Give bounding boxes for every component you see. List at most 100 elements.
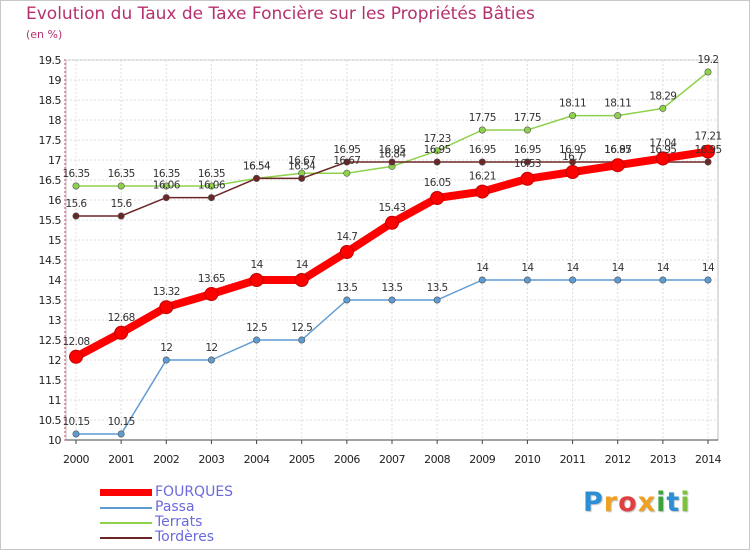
data-label-fourques: 15.43: [378, 202, 405, 214]
y-tick-label: 15.5: [39, 214, 62, 227]
data-label-fourques: 16.87: [604, 144, 631, 156]
data-label-torderes: 16.95: [514, 144, 541, 156]
chart-subtitle: (en %): [26, 28, 63, 41]
logo-letter: i: [680, 487, 691, 518]
data-label-torderes: 16.95: [649, 144, 676, 156]
y-tick-label: 11.5: [39, 374, 62, 387]
y-tick-label: 11: [48, 394, 61, 407]
data-label-torderes: 16.95: [469, 144, 496, 156]
data-label-fourques: 14: [296, 259, 309, 271]
data-point-terrats: [117, 182, 125, 190]
data-point-fourques: [294, 273, 309, 287]
data-label-passa: 14: [566, 262, 579, 274]
data-label-terrats: 18.11: [559, 98, 586, 110]
y-tick-label: 12.5: [39, 334, 62, 347]
data-point-torderes: [207, 194, 215, 202]
logo-letter: x: [637, 487, 657, 518]
data-label-terrats: 17.75: [514, 112, 541, 124]
data-point-passa: [388, 296, 396, 304]
x-tick-label: 2001: [108, 453, 134, 466]
logo-letter: P: [583, 487, 604, 518]
data-point-fourques: [159, 300, 174, 315]
data-point-fourques: [249, 273, 264, 287]
data-point-passa: [523, 276, 531, 284]
data-point-torderes: [343, 158, 351, 166]
data-label-passa: 14: [476, 262, 489, 274]
data-point-fourques: [339, 245, 354, 259]
legend-label-fourques: FOURQUES: [155, 484, 234, 500]
y-tick-label: 14.5: [39, 254, 62, 267]
data-point-torderes: [162, 194, 170, 202]
data-label-torderes: 16.95: [424, 144, 451, 156]
legend-swatch-passa: [100, 507, 152, 509]
legend-swatch-torderes: [100, 537, 152, 539]
data-label-terrats: 19.2: [698, 54, 719, 66]
data-point-passa: [207, 356, 215, 364]
y-tick-label: 13: [48, 314, 61, 327]
data-point-fourques: [655, 151, 670, 166]
data-label-torderes: 16.95: [694, 144, 721, 156]
data-label-fourques: 13.65: [198, 273, 225, 285]
data-label-torderes: 16.06: [153, 180, 181, 192]
data-point-torderes: [523, 158, 531, 166]
x-tick-label: 2010: [514, 453, 540, 466]
data-label-terrats: 16.35: [108, 168, 135, 180]
logo-letter: o: [618, 487, 638, 518]
data-label-passa: 13.5: [427, 282, 448, 294]
data-point-torderes: [253, 174, 261, 182]
data-point-passa: [72, 430, 80, 438]
data-point-terrats: [523, 126, 531, 134]
data-label-torderes: 16.95: [333, 144, 360, 156]
x-tick-label: 2004: [244, 453, 270, 466]
legend-swatch-terrats: [100, 522, 152, 524]
data-point-fourques: [69, 349, 83, 364]
data-point-torderes: [117, 212, 125, 220]
data-point-fourques: [430, 191, 445, 205]
y-tick-label: 16.5: [39, 174, 62, 187]
y-tick-label: 15: [48, 234, 61, 247]
data-label-terrats: 16.67: [288, 155, 315, 167]
x-tick-label: 2002: [153, 453, 179, 466]
legend-label-terrats: Terrats: [155, 514, 203, 530]
data-point-terrats: [659, 104, 667, 112]
data-label-fourques: 16.7: [562, 151, 583, 163]
data-point-passa: [659, 276, 667, 284]
data-point-torderes: [704, 158, 712, 166]
x-tick-label: 2013: [650, 453, 676, 466]
y-tick-label: 12: [48, 354, 61, 367]
data-label-torderes: 16.95: [378, 144, 405, 156]
data-label-passa: 13.5: [336, 282, 357, 294]
data-point-terrats: [704, 68, 712, 76]
data-point-terrats: [433, 147, 441, 155]
data-point-passa: [117, 430, 125, 438]
data-label-terrats: 16.67: [333, 155, 360, 167]
data-label-terrats: 18.11: [604, 98, 631, 110]
y-tick-label: 19.5: [39, 54, 62, 67]
data-label-terrats: 17.23: [424, 133, 451, 145]
data-label-fourques: 17.04: [649, 137, 677, 149]
data-label-passa: 10.15: [108, 416, 135, 428]
data-point-fourques: [565, 165, 580, 179]
data-point-fourques: [385, 215, 399, 230]
x-tick-label: 2008: [424, 453, 450, 466]
data-label-passa: 14: [657, 262, 670, 274]
data-point-passa: [162, 356, 170, 364]
x-tick-label: 2007: [379, 453, 405, 466]
data-point-terrats: [569, 112, 577, 120]
legend-label-torderes: Tordères: [155, 529, 215, 545]
y-tick-label: 14: [48, 274, 61, 287]
data-point-fourques: [701, 144, 715, 159]
data-label-torderes: 16.95: [604, 144, 631, 156]
x-tick-label: 2009: [469, 453, 495, 466]
data-label-fourques: 12.68: [108, 312, 135, 324]
data-point-fourques: [520, 171, 535, 186]
data-point-terrats: [207, 182, 215, 190]
data-label-passa: 14: [702, 262, 715, 274]
x-tick-label: 2011: [560, 453, 586, 466]
chart-title: Evolution du Taux de Taxe Foncière sur l…: [26, 4, 535, 24]
data-point-terrats: [72, 182, 80, 190]
y-tick-label: 19: [48, 74, 61, 87]
data-label-passa: 12.5: [246, 322, 267, 334]
data-point-passa: [343, 296, 351, 304]
